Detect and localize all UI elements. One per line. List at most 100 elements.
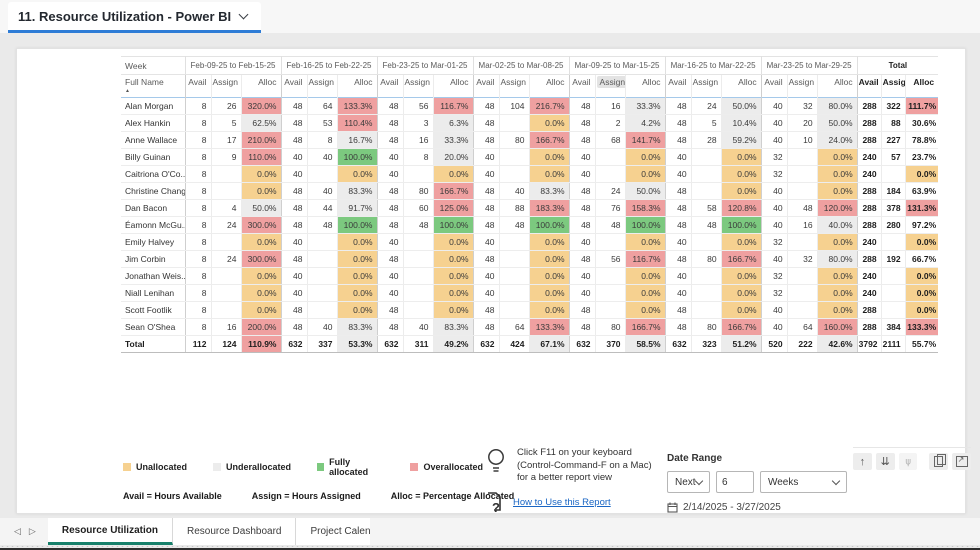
- matrix-week-header[interactable]: Mar-16-25 to Mar-22-25: [664, 56, 762, 75]
- matrix-cell-alloc[interactable]: 100.0%: [528, 216, 570, 234]
- matrix-cell-avail[interactable]: 48: [376, 114, 403, 132]
- matrix-cell-assign[interactable]: [498, 284, 529, 302]
- matrix-cell-assign[interactable]: 322: [880, 97, 906, 115]
- matrix-cell-assign[interactable]: 16: [594, 97, 626, 115]
- matrix-cell-alloc[interactable]: 100.0%: [720, 216, 762, 234]
- matrix-cell-avail[interactable]: 40: [280, 148, 307, 166]
- matrix-cell-avail[interactable]: 240: [856, 233, 882, 251]
- matrix-row-name[interactable]: Sean O'Shea: [121, 318, 185, 336]
- matrix-cell-avail[interactable]: 288: [856, 301, 882, 319]
- matrix-cell-avail[interactable]: 32: [760, 148, 788, 166]
- matrix-cell-alloc[interactable]: 78.8%: [904, 131, 939, 149]
- matrix-cell-avail[interactable]: 40: [568, 233, 596, 251]
- matrix-cell-assign[interactable]: 8: [306, 131, 337, 149]
- matrix-cell-alloc[interactable]: 120.8%: [720, 199, 762, 217]
- matrix-cell-assign[interactable]: [594, 148, 626, 166]
- matrix-cell-alloc[interactable]: 0.0%: [528, 250, 570, 268]
- matrix-cell-assign[interactable]: [880, 165, 906, 183]
- matrix-cell-alloc[interactable]: 62.5%: [240, 114, 281, 132]
- matrix-cell-avail[interactable]: 40: [760, 131, 788, 149]
- matrix-cell-assign[interactable]: [594, 267, 626, 285]
- matrix-cell-assign[interactable]: 56: [402, 97, 433, 115]
- matrix-cell-assign[interactable]: 384: [880, 318, 906, 336]
- matrix-row-name[interactable]: Éamonn McGu...: [121, 216, 185, 234]
- matrix-cell-alloc[interactable]: 67.1%: [528, 335, 570, 353]
- matrix-cell-assign[interactable]: 48: [786, 199, 818, 217]
- matrix-cell-assign[interactable]: 17: [210, 131, 241, 149]
- matrix-col-header[interactable]: Assign: [306, 74, 337, 98]
- matrix-cell-avail[interactable]: 632: [280, 335, 307, 353]
- matrix-cell-avail[interactable]: 632: [376, 335, 403, 353]
- matrix-cell-alloc[interactable]: 0.0%: [816, 182, 858, 200]
- matrix-cell-alloc[interactable]: 120.0%: [816, 199, 858, 217]
- matrix-cell-alloc[interactable]: 100.0%: [624, 216, 666, 234]
- matrix-cell-avail[interactable]: 288: [856, 114, 882, 132]
- matrix-cell-avail[interactable]: 48: [472, 131, 499, 149]
- date-range-value-input[interactable]: [715, 471, 754, 493]
- matrix-cell-assign[interactable]: 40: [402, 318, 433, 336]
- matrix-cell-assign[interactable]: [306, 165, 337, 183]
- matrix-week-header[interactable]: Mar-23-25 to Mar-29-25: [760, 56, 858, 75]
- matrix-cell-avail[interactable]: 40: [664, 267, 692, 285]
- matrix-cell-alloc[interactable]: 50.0%: [624, 182, 666, 200]
- matrix-cell-avail[interactable]: 48: [280, 318, 307, 336]
- matrix-cell-avail[interactable]: 48: [664, 97, 692, 115]
- expand-all-levels-icon[interactable]: ⋔: [898, 453, 918, 470]
- matrix-col-header[interactable]: Avail: [568, 74, 596, 98]
- matrix-col-header[interactable]: Assign: [498, 74, 529, 98]
- matrix-corner-fullname[interactable]: Full Name ▲: [121, 75, 185, 98]
- matrix-cell-assign[interactable]: 2: [594, 114, 626, 132]
- matrix-cell-assign[interactable]: 80: [402, 182, 433, 200]
- matrix-cell-avail[interactable]: 48: [568, 114, 596, 132]
- matrix-cell-alloc[interactable]: 0.0%: [720, 284, 762, 302]
- matrix-cell-assign[interactable]: [402, 250, 433, 268]
- matrix-cell-assign[interactable]: [690, 148, 722, 166]
- matrix-cell-alloc[interactable]: 83.3%: [336, 318, 377, 336]
- tab-nav-left-icon[interactable]: ◁: [14, 526, 21, 536]
- matrix-cell-alloc[interactable]: 59.2%: [720, 131, 762, 149]
- matrix-cell-alloc[interactable]: 53.3%: [336, 335, 377, 353]
- matrix-cell-assign[interactable]: 48: [498, 216, 529, 234]
- matrix-cell-avail[interactable]: 48: [280, 182, 307, 200]
- matrix-cell-avail[interactable]: 48: [280, 216, 307, 234]
- matrix-col-header[interactable]: Alloc: [528, 74, 570, 98]
- matrix-cell-assign[interactable]: 16: [786, 216, 818, 234]
- matrix-cell-alloc[interactable]: 0.0%: [432, 301, 473, 319]
- matrix-cell-avail[interactable]: 112: [184, 335, 211, 353]
- tab-nav-right-icon[interactable]: ▷: [28, 526, 36, 536]
- matrix-cell-assign[interactable]: 80: [498, 131, 529, 149]
- matrix-cell-assign[interactable]: 80: [690, 318, 722, 336]
- matrix-cell-alloc[interactable]: 133.3%: [528, 318, 570, 336]
- matrix-cell-assign[interactable]: 24: [594, 182, 626, 200]
- matrix-cell-assign[interactable]: [690, 165, 722, 183]
- matrix-cell-avail[interactable]: 8: [184, 199, 211, 217]
- matrix-cell-alloc[interactable]: 0.0%: [336, 250, 377, 268]
- matrix-row-name[interactable]: Niall Lenihan: [121, 284, 185, 302]
- focus-mode-icon[interactable]: [952, 453, 971, 470]
- matrix-cell-alloc[interactable]: 58.5%: [624, 335, 666, 353]
- matrix-col-header[interactable]: Alloc: [240, 74, 281, 98]
- matrix-cell-assign[interactable]: [786, 182, 818, 200]
- matrix-week-header[interactable]: Mar-09-25 to Mar-15-25: [568, 56, 666, 75]
- matrix-cell-avail[interactable]: 8: [184, 216, 211, 234]
- matrix-cell-assign[interactable]: 323: [690, 335, 722, 353]
- matrix-cell-assign[interactable]: 48: [690, 216, 722, 234]
- matrix-cell-alloc[interactable]: 0.0%: [528, 114, 570, 132]
- matrix-cell-alloc[interactable]: 0.0%: [904, 301, 939, 319]
- matrix-cell-alloc[interactable]: 100.0%: [336, 216, 377, 234]
- matrix-cell-avail[interactable]: 632: [568, 335, 596, 353]
- matrix-cell-alloc[interactable]: 166.7%: [624, 318, 666, 336]
- matrix-week-header[interactable]: Total: [856, 56, 939, 75]
- matrix-cell-assign[interactable]: [210, 165, 241, 183]
- matrix-cell-alloc[interactable]: 0.0%: [240, 284, 281, 302]
- matrix-cell-assign[interactable]: [498, 114, 529, 132]
- matrix-cell-assign[interactable]: 311: [402, 335, 433, 353]
- matrix-week-header[interactable]: Mar-02-25 to Mar-08-25: [472, 56, 570, 75]
- matrix-cell-assign[interactable]: [498, 250, 529, 268]
- matrix-cell-avail[interactable]: 40: [376, 233, 403, 251]
- drill-down-icon[interactable]: ⇊: [875, 453, 895, 470]
- matrix-cell-assign[interactable]: [210, 284, 241, 302]
- matrix-col-header[interactable]: Alloc: [624, 74, 666, 98]
- matrix-cell-avail[interactable]: 40: [280, 233, 307, 251]
- matrix-cell-alloc[interactable]: 0.0%: [528, 165, 570, 183]
